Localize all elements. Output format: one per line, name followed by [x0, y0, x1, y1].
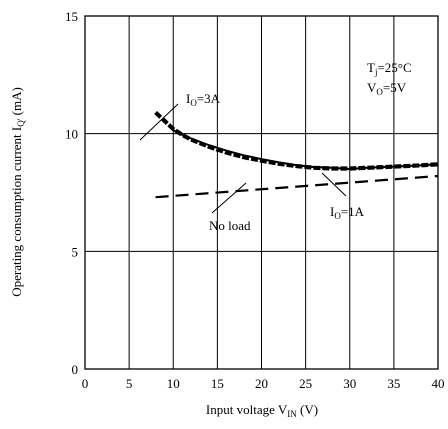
y-tick-label: 5: [72, 244, 79, 259]
y-axis-title: Operating consumption current IQ' (mA): [9, 87, 26, 297]
x-axis-title-sub: IN: [287, 409, 297, 419]
y-tick-label: 0: [72, 362, 79, 377]
x-tick-labels: 0 5 10 15 20 25 30 35 40: [82, 376, 445, 391]
x-tick-label: 30: [343, 376, 356, 391]
x-tick-label: 0: [82, 376, 89, 391]
label-io1a: IO=1A: [330, 204, 365, 221]
y-axis-title-sub: Q': [16, 118, 26, 126]
leader-noload: [211, 182, 247, 214]
label-tj: Tj=25°C: [367, 60, 412, 77]
y-tick-labels: 0 5 10 15: [65, 9, 78, 377]
x-axis-title-main: Input voltage V: [206, 402, 288, 417]
label-io3a-rest: =3A: [197, 91, 221, 106]
x-tick-label: 10: [167, 376, 180, 391]
x-tick-label: 40: [432, 376, 445, 391]
label-io1a-main: I: [330, 204, 334, 219]
label-tj-sub: j: [374, 67, 378, 77]
y-tick-label: 10: [65, 127, 78, 142]
label-tj-rest: =25°C: [377, 60, 411, 75]
y-axis-title-main: Operating consumption current I: [9, 127, 24, 297]
y-axis-title-unit: (mA): [9, 87, 24, 118]
leader-io3a: [139, 103, 179, 141]
label-io3a: IO=3A: [186, 91, 221, 108]
leader-io1a: [321, 172, 347, 197]
label-io1a-sub: O: [334, 211, 341, 221]
label-io1a-rest: =1A: [341, 204, 365, 219]
plot-frame: [84, 15, 439, 370]
x-tick-label: 15: [211, 376, 224, 391]
x-axis-title-unit: (V): [297, 402, 318, 417]
x-tick-label: 5: [126, 376, 133, 391]
label-vo: VO=5V: [367, 80, 407, 97]
series-lines: [154, 110, 439, 199]
series-line-1: [172, 129, 439, 170]
y-tick-label: 15: [65, 9, 78, 24]
label-noload: No load: [209, 218, 251, 233]
grid-lines: [85, 16, 438, 369]
label-vo-sub: O: [376, 87, 383, 97]
series-line-2: [155, 174, 439, 199]
x-tick-label: 35: [387, 376, 400, 391]
label-vo-rest: =5V: [383, 80, 407, 95]
label-io3a-main: I: [186, 91, 190, 106]
x-tick-label: 20: [255, 376, 268, 391]
label-vo-main: V: [367, 80, 377, 95]
x-axis-title: Input voltage VIN (V): [206, 402, 318, 419]
x-tick-label: 25: [299, 376, 312, 391]
label-io3a-sub: O: [190, 98, 197, 108]
label-tj-main: T: [367, 60, 375, 75]
